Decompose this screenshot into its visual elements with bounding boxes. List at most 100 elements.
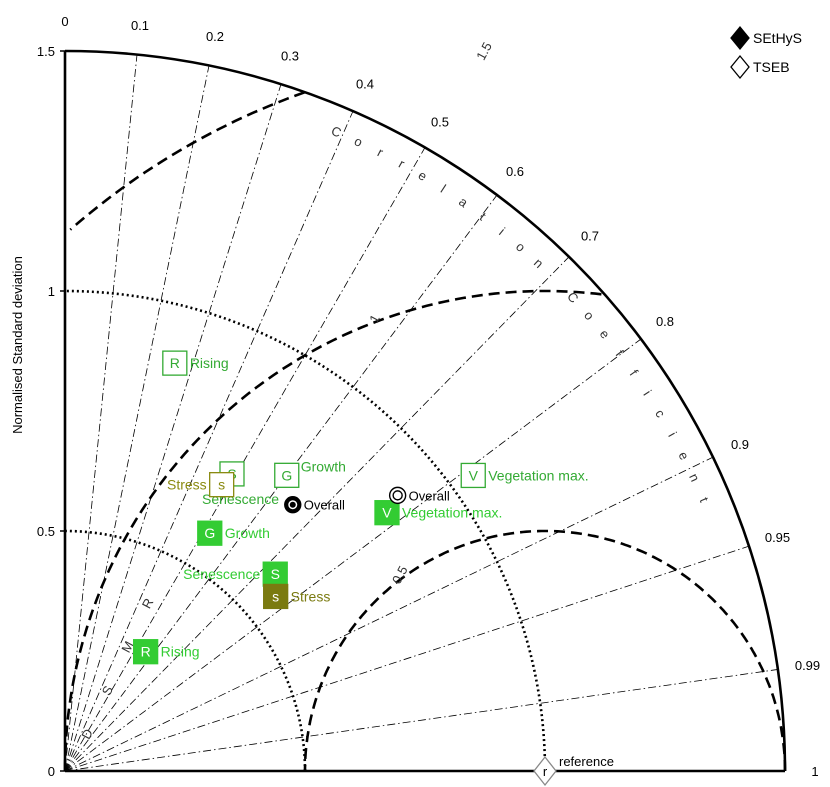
y-axis-title: Normalised Standard deviation	[10, 256, 25, 434]
data-label: Overall	[304, 498, 345, 513]
corr-tick-label: 0.99	[795, 658, 820, 673]
corr-axis-letter: r	[396, 156, 408, 172]
data-label: Senescence	[183, 566, 260, 582]
std-dev-arc	[64, 289, 547, 772]
corr-tick-label: 0.8	[656, 314, 674, 329]
corr-tick-label: 0.9	[731, 437, 749, 452]
data-point-letter: G	[281, 467, 292, 483]
legend-label: SEtHyS	[753, 30, 802, 46]
data-point-overall-inner	[392, 490, 403, 501]
data-point-overall-core	[289, 501, 296, 508]
rmsd-axis-letter: S	[99, 683, 116, 698]
correlation-ray	[64, 456, 714, 772]
corr-axis-letter: o	[581, 308, 597, 323]
correlation-ray	[64, 669, 778, 772]
reference-label: reference	[559, 754, 614, 769]
data-label: Vegetation max.	[488, 467, 588, 483]
data-point-filled	[132, 639, 159, 665]
corr-tick-label: 0.95	[765, 530, 790, 545]
data-label: Stress	[291, 588, 331, 604]
rmsd-arc	[303, 529, 787, 771]
reference-marker	[533, 755, 557, 787]
corr-axis-letter: f	[613, 347, 627, 359]
corr-axis-letter: c	[652, 407, 668, 421]
corr-axis-letter: i	[665, 429, 680, 439]
correlation-ray	[64, 110, 354, 772]
corr-axis-letter: e	[597, 326, 613, 341]
legend-marker	[730, 25, 750, 51]
data-point-letter: S	[271, 566, 280, 582]
grid-layer	[63, 54, 787, 772]
rmsd-tick-label: 1.5	[473, 40, 495, 63]
corr-axis-letter: l	[438, 181, 449, 195]
data-label: Growth	[225, 525, 270, 541]
legend-label: TSEB	[753, 59, 790, 75]
data-point-letter: G	[204, 525, 215, 541]
data-point-letter: s	[218, 477, 225, 493]
corr-axis-letter: a	[456, 194, 471, 211]
corr-tick-label: 0.3	[281, 49, 299, 64]
correlation-ray	[64, 54, 138, 772]
correlation-ray	[64, 338, 642, 772]
data-point-letter: R	[170, 355, 180, 371]
data-point-letter: V	[469, 467, 479, 483]
data-point-open	[274, 462, 300, 488]
correlation-ray	[64, 147, 426, 772]
corr-axis-letter: e	[675, 449, 692, 462]
corr-tick-label: 1	[811, 764, 818, 779]
rmsd-tick-label: 0.5	[389, 563, 411, 586]
rmsd-axis-letter: R	[139, 596, 157, 611]
correlation-ray	[64, 545, 750, 772]
data-point-filled	[374, 500, 400, 526]
data-point-filled	[262, 561, 288, 587]
data-label: Rising	[161, 644, 200, 660]
corr-axis-letter: C	[329, 123, 344, 140]
rmsd-axis-letter: D	[78, 726, 96, 741]
corr-axis-letter: n	[686, 471, 703, 484]
corr-axis-letter: t	[477, 209, 489, 223]
corr-tick-label: 0.2	[206, 29, 224, 44]
data-label: Overall	[409, 488, 450, 503]
std-tick-label: 0	[48, 764, 55, 779]
corr-axis-letter: e	[416, 167, 430, 184]
corr-axis-letter: i	[640, 387, 654, 398]
corr-axis-letter: o	[513, 239, 528, 255]
data-point-open	[162, 350, 188, 376]
data-point-letter: R	[141, 644, 151, 660]
corr-axis-letter: i	[496, 225, 508, 239]
data-label: Rising	[190, 355, 229, 371]
corr-tick-label: 0	[61, 14, 68, 29]
data-point-letter: s	[272, 588, 279, 604]
std-tick-label: 0.5	[37, 524, 55, 539]
corr-axis-letter: f	[627, 367, 642, 379]
legend: SEtHyS TSEB	[730, 25, 802, 80]
corr-axis-letter: t	[697, 495, 712, 505]
corr-tick-label: 0.5	[431, 114, 449, 129]
reference-letter: r	[543, 764, 548, 779]
data-label: Stress	[167, 477, 207, 493]
correlation-ray	[64, 65, 210, 772]
corr-axis-letter: o	[352, 133, 365, 150]
rmsd-tick-label: 1	[366, 312, 383, 325]
legend-marker	[730, 54, 750, 80]
std-tick-label: 1	[48, 284, 55, 299]
rmsd-arc	[69, 91, 306, 231]
data-point-filled	[263, 583, 289, 610]
outer-arc	[64, 49, 787, 772]
data-label: Vegetation max.	[402, 505, 502, 521]
std-tick-label: 1.5	[37, 44, 55, 59]
corr-tick-label: 0.6	[506, 164, 524, 179]
corr-tick-label: 0.1	[131, 18, 149, 33]
correlation-ray	[64, 84, 282, 772]
marks-layer: r reference R Rising G Growth S Senescence s Stre…	[132, 350, 614, 787]
data-point-open	[460, 462, 486, 489]
data-point-letter: V	[382, 505, 392, 521]
data-point-open	[209, 472, 235, 498]
axes-layer: 0 0.5 1 1.5 Normalised Standard deviation 0 0.…	[10, 14, 820, 779]
corr-axis-letter: n	[531, 255, 547, 271]
data-point-filled	[197, 520, 223, 546]
correlation-ray	[64, 256, 570, 772]
corr-tick-label: 0.4	[356, 77, 374, 92]
data-label: Growth	[301, 458, 346, 474]
